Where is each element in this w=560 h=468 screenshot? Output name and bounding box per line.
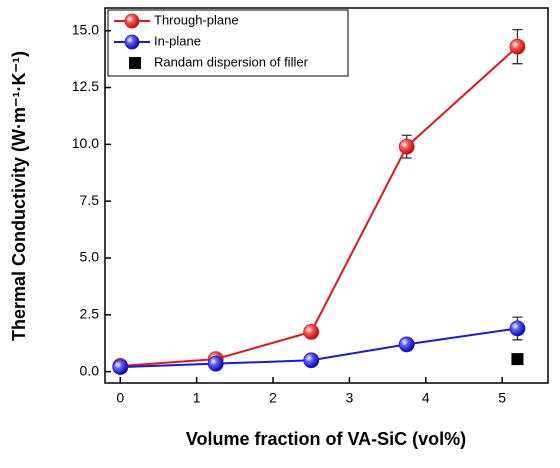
marker [511, 353, 524, 366]
x-tick-label: 4 [422, 390, 430, 406]
y-tick-label: 7.5 [80, 192, 100, 208]
marker [207, 355, 224, 372]
y-tick-label: 0.0 [80, 362, 100, 378]
legend-marker [124, 13, 140, 29]
plot-frame [104, 7, 549, 384]
series-line [120, 45, 519, 367]
y-tick-label: 10.0 [72, 135, 99, 151]
y-tick-label: 2.5 [80, 306, 100, 322]
y-tick-label: 12.5 [72, 78, 99, 94]
legend-label: In-plane [154, 33, 201, 48]
marker [509, 38, 526, 55]
x-tick-label: 5 [498, 390, 506, 406]
marker [112, 359, 129, 375]
y-tick-label: 5.0 [80, 249, 100, 265]
x-tick-label: 3 [346, 390, 354, 406]
x-axis-title: Volume fraction of VA-SiC (vol%) [186, 429, 466, 449]
legend-marker [129, 57, 141, 69]
x-tick-label: 2 [269, 390, 277, 406]
marker [398, 138, 415, 155]
legend-marker [124, 34, 140, 50]
marker [509, 320, 526, 337]
legend-label: Randam dispersion of filler [154, 54, 309, 69]
marker [303, 323, 320, 340]
x-tick-label: 1 [193, 390, 201, 406]
marker [398, 336, 415, 353]
marker [303, 352, 320, 369]
x-tick-label: 0 [116, 390, 124, 406]
legend-label: Through-plane [154, 12, 239, 27]
y-axis-title: Thermal Conductivity (W·m⁻¹·K⁻¹) [9, 51, 29, 341]
y-tick-label: 15.0 [72, 21, 99, 37]
